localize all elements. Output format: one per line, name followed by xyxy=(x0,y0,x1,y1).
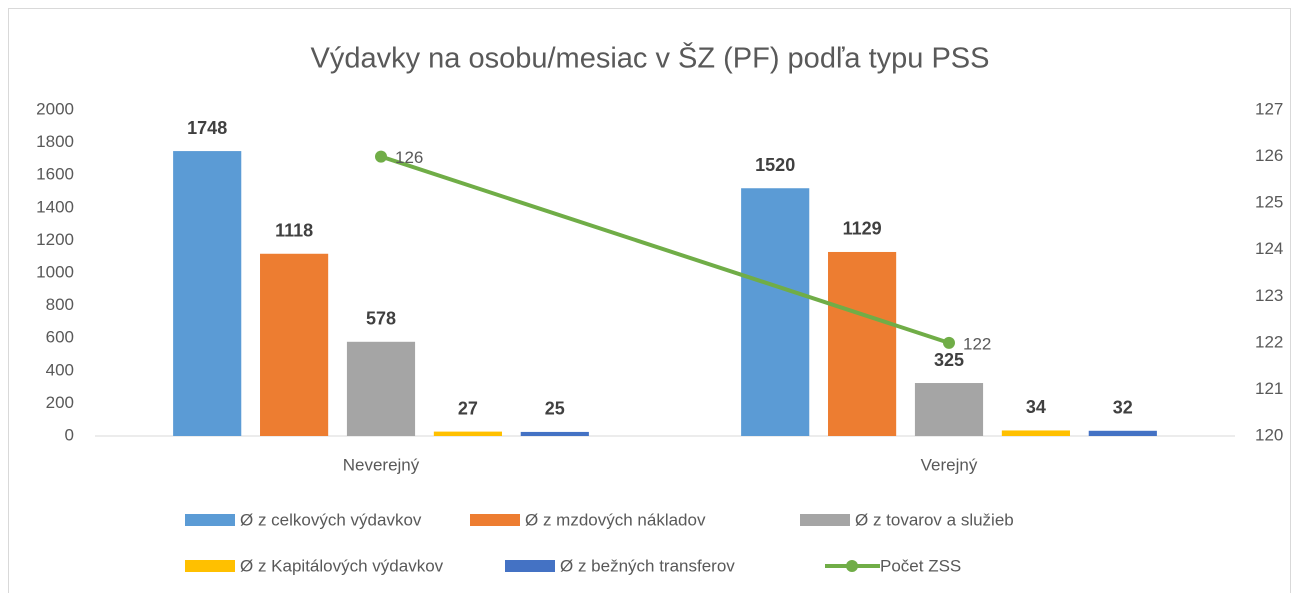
data-label: 122 xyxy=(963,334,991,353)
line xyxy=(380,154,950,345)
legend-swatch xyxy=(185,514,235,526)
legend-swatch xyxy=(846,560,858,572)
legend-swatch xyxy=(800,514,850,526)
legend-label: Počet ZSS xyxy=(880,556,961,575)
legend-label: Ø z celkových výdavkov xyxy=(240,510,422,529)
chart-title: Výdavky na osobu/mesiac v ŠZ (PF) podľa … xyxy=(311,41,990,75)
y-tick-label: 1200 xyxy=(36,230,74,249)
legend-swatch xyxy=(470,514,520,526)
data-label: 34 xyxy=(1026,397,1046,417)
data-label: 126 xyxy=(395,148,423,167)
bar xyxy=(173,151,242,437)
y2-tick-label: 120 xyxy=(1255,425,1283,444)
y-tick-label: 200 xyxy=(46,393,74,412)
x-tick-label: Verejný xyxy=(921,455,978,474)
bar xyxy=(346,341,416,436)
data-label: 1748 xyxy=(187,118,227,138)
legend-swatch xyxy=(505,560,555,572)
y-tick-label: 1400 xyxy=(36,197,74,216)
line-point xyxy=(375,150,387,163)
y-tick-label: 400 xyxy=(46,360,74,379)
y-tick-label: 0 xyxy=(65,425,74,444)
data-label: 325 xyxy=(934,350,964,370)
y2-tick-label: 122 xyxy=(1255,332,1283,351)
legend-label: Ø z mzdových nákladov xyxy=(525,510,706,529)
data-label: 1118 xyxy=(275,221,313,241)
y-tick-label: 800 xyxy=(46,295,74,314)
data-label: 1520 xyxy=(755,155,795,175)
legend-label: Ø z Kapitálových výdavkov xyxy=(240,556,444,575)
y-tick-label: 2000 xyxy=(36,99,74,118)
legend-swatch xyxy=(185,560,235,572)
bar xyxy=(520,431,589,436)
y-tick-label: 1800 xyxy=(36,132,74,151)
bar xyxy=(914,383,984,436)
y2-tick-label: 127 xyxy=(1255,99,1283,118)
y2-tick-label: 126 xyxy=(1255,146,1283,165)
bar xyxy=(433,431,502,436)
legend-label: Ø z tovarov a služieb xyxy=(855,510,1014,529)
data-label: 32 xyxy=(1113,398,1133,418)
y2-tick-label: 124 xyxy=(1255,239,1283,258)
data-label: 27 xyxy=(458,398,478,418)
bar xyxy=(1001,430,1070,436)
bar xyxy=(1088,430,1157,436)
y2-tick-label: 125 xyxy=(1255,193,1283,212)
x-tick-label: Neverejný xyxy=(343,455,420,474)
y-tick-label: 1000 xyxy=(36,262,74,281)
bar xyxy=(741,188,810,436)
y-tick-label: 1600 xyxy=(36,165,74,184)
data-label: 1129 xyxy=(843,219,882,239)
y2-tick-label: 121 xyxy=(1255,379,1283,398)
y-tick-label: 600 xyxy=(46,328,74,347)
data-label: 25 xyxy=(545,399,565,419)
line-point xyxy=(943,336,955,349)
legend-label: Ø z bežných transferov xyxy=(560,556,735,575)
bar xyxy=(828,251,897,436)
y2-tick-label: 123 xyxy=(1255,286,1283,305)
bar xyxy=(260,253,329,436)
data-label: 578 xyxy=(366,309,396,329)
